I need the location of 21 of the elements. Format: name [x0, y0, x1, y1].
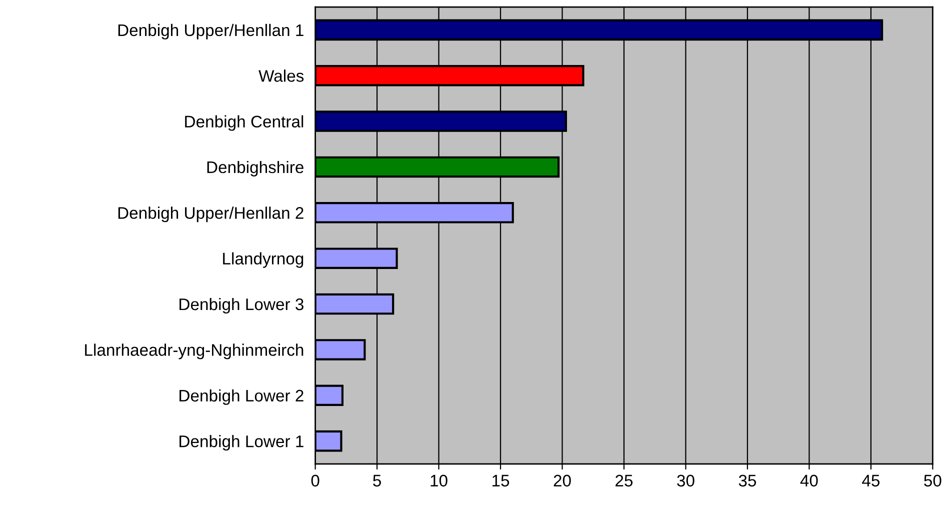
y-tick-label: Denbigh Lower 3	[180, 298, 304, 314]
y-tick-label: Denbighshire	[207, 160, 304, 176]
y-tick-label: Denbigh Upper/Henllan 2	[118, 206, 304, 222]
x-tick-label: 35	[738, 474, 756, 487]
y-tick-label: Denbigh Lower 2	[180, 389, 304, 405]
x-tick-label: 25	[616, 474, 633, 487]
x-tick-label: 45	[862, 474, 880, 487]
y-tick-label: Wales	[258, 70, 304, 82]
x-tick-label: 20	[554, 474, 571, 487]
x-tick-label: 40	[800, 474, 818, 487]
y-tick-label: Llanrhaeadr-yng-Nghinmeirch	[85, 344, 304, 360]
x-tick-label: 30	[677, 474, 694, 487]
x-tick-label: 50	[924, 474, 942, 487]
y-tick-label: Denbigh Upper/Henllan 1	[118, 24, 304, 40]
x-tick-label: 5	[373, 474, 381, 487]
x-tick-label: 0	[311, 474, 320, 487]
y-tick-label: Denbigh Lower 1	[180, 435, 304, 451]
x-tick-label: 10	[430, 474, 448, 487]
y-tick-label: Llandyrnog	[223, 252, 304, 268]
y-tick-label: Denbigh Central	[185, 115, 304, 131]
x-tick-label: 15	[492, 474, 510, 487]
